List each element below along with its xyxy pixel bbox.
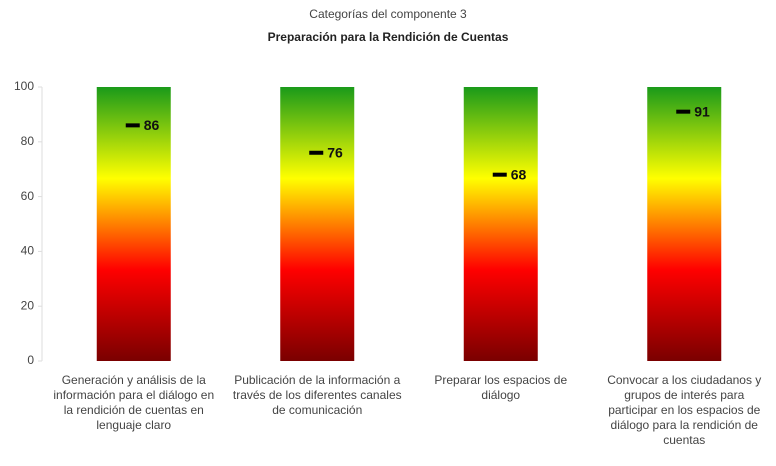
scale-bar [463, 87, 538, 361]
y-tick-label: 20 [21, 298, 35, 312]
value-label: 76 [327, 144, 343, 160]
y-tick-label: 80 [21, 134, 35, 148]
chart-title: Categorías del componente 3 [309, 7, 467, 21]
value-marker [492, 172, 507, 177]
y-tick-label: 100 [14, 79, 34, 93]
value-marker [125, 123, 140, 128]
chart-subtitle: Preparación para la Rendición de Cuentas [268, 30, 509, 44]
value-marker [676, 109, 691, 114]
scale-bar [96, 87, 171, 361]
x-tick-label: Preparar los espacios de diálogo [434, 373, 568, 402]
value-label: 68 [511, 166, 527, 182]
x-tick-label: Generación y análisis de la información … [53, 373, 215, 432]
x-tick-label: Convocar a los ciudadanos y grupos de in… [607, 373, 762, 447]
x-tick-label: Publicación de la información a través d… [232, 373, 402, 417]
value-label: 86 [144, 117, 160, 133]
value-label: 91 [694, 103, 710, 119]
value-marker [309, 150, 324, 155]
scale-bar [647, 87, 722, 361]
scale-bar [280, 87, 355, 361]
y-tick-label: 60 [21, 189, 35, 203]
y-tick-label: 0 [27, 353, 34, 367]
y-tick-label: 40 [21, 244, 35, 258]
